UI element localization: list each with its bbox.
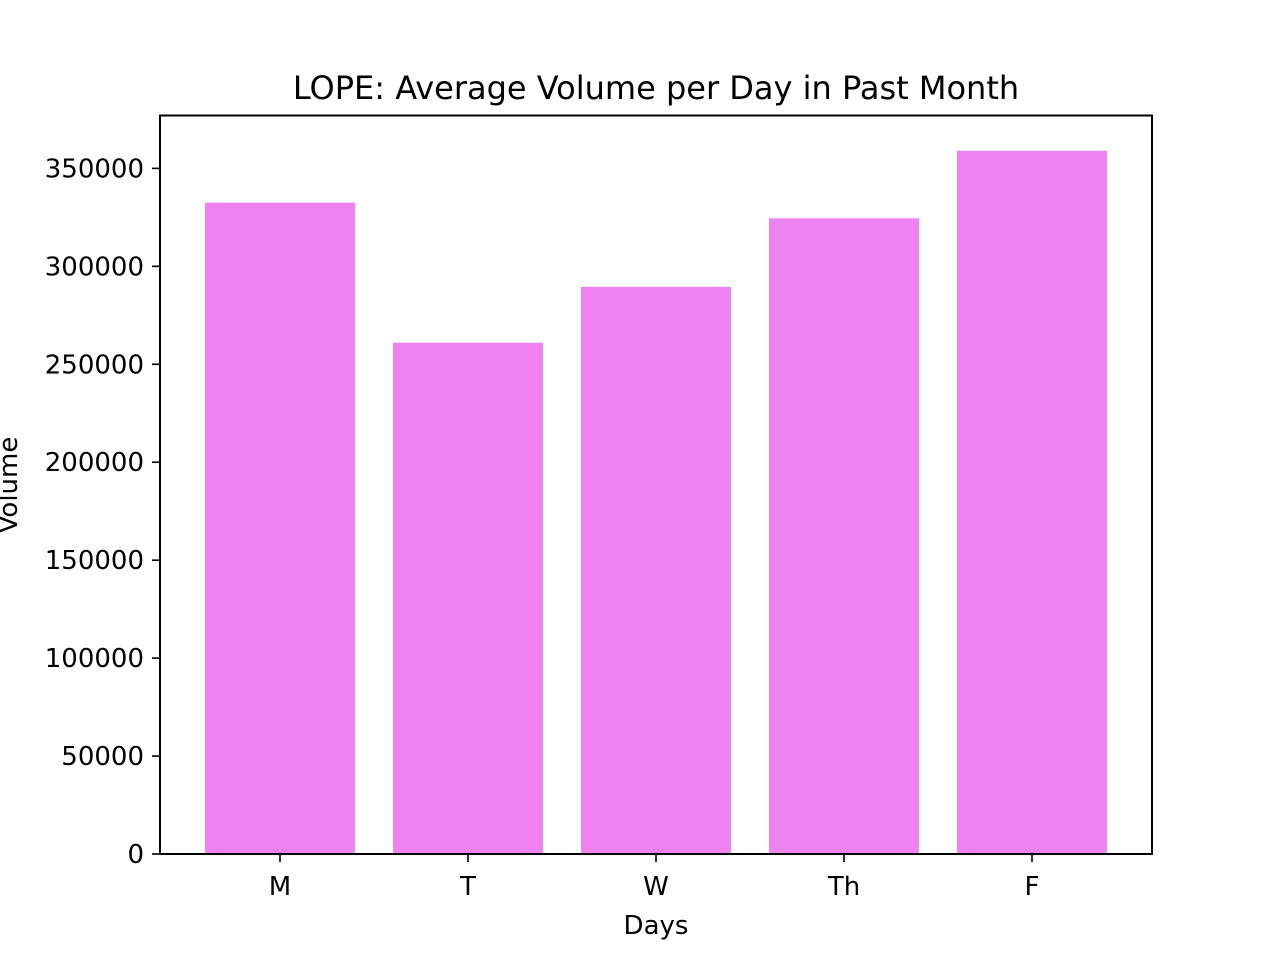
y-tick-label: 50000	[61, 742, 144, 772]
y-tick-label: 0	[127, 840, 144, 870]
y-tick-label: 100000	[45, 644, 144, 674]
bar-w	[581, 286, 731, 854]
x-tick-label: T	[459, 872, 476, 902]
y-tick-label: 150000	[45, 546, 144, 576]
bar-f	[957, 150, 1107, 854]
plot-frame	[159, 114, 1153, 855]
y-axis-label: Volume	[0, 437, 24, 534]
x-axis-ticks: M T W Th F	[269, 854, 1040, 902]
y-tick-label: 200000	[45, 448, 144, 478]
x-tick-label: Th	[827, 872, 860, 902]
y-tick-label: 250000	[45, 350, 144, 380]
y-tick-label: 300000	[45, 252, 144, 282]
bars-layer	[205, 150, 1107, 855]
chart-title: LOPE: Average Volume per Day in Past Mon…	[293, 69, 1019, 107]
x-tick-label: M	[269, 872, 291, 902]
x-tick-label: W	[643, 872, 669, 902]
y-axis-ticks: 0 50000 100000 150000 200000 250000 300000 3500…	[45, 154, 160, 870]
x-axis-label: Days	[624, 911, 689, 941]
bar-th	[769, 218, 919, 855]
bar-t	[393, 342, 543, 854]
bar-m	[205, 202, 355, 855]
x-tick-label: F	[1025, 872, 1040, 902]
y-tick-label: 350000	[45, 154, 144, 184]
